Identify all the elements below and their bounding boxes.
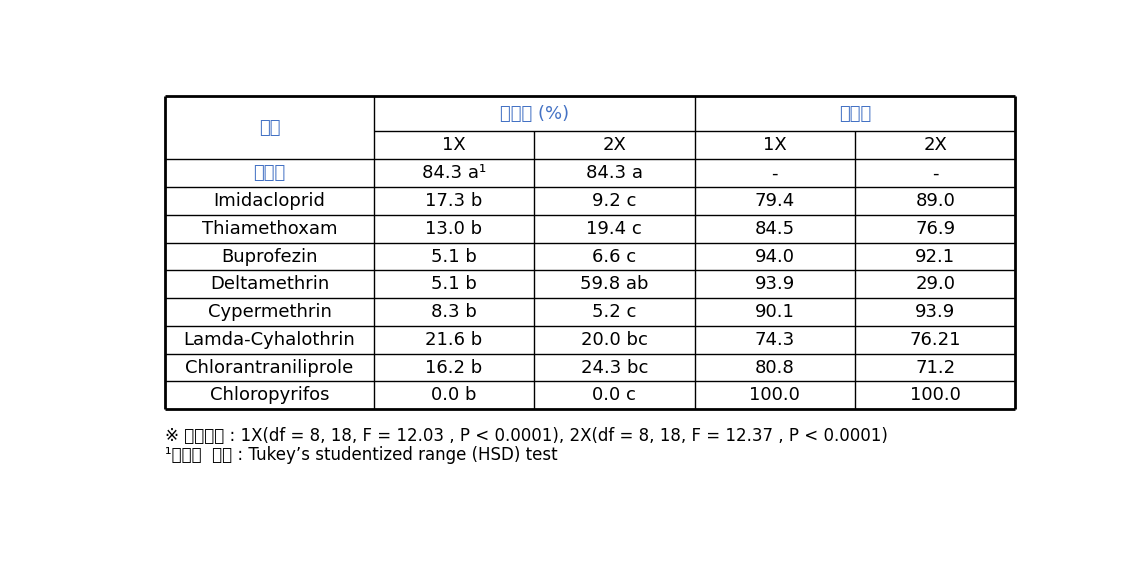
Text: 79.4: 79.4 xyxy=(755,192,795,210)
Text: 체리: 체리 xyxy=(259,119,281,137)
Text: 17.3 b: 17.3 b xyxy=(425,192,482,210)
Text: 59.8 ab: 59.8 ab xyxy=(580,275,649,293)
Text: 0.0 b: 0.0 b xyxy=(431,386,477,404)
Text: 76.21: 76.21 xyxy=(910,331,961,349)
Text: 대조구: 대조구 xyxy=(253,164,285,182)
Text: 1X: 1X xyxy=(442,136,465,154)
Text: 94.0: 94.0 xyxy=(755,248,795,266)
Text: -: - xyxy=(771,164,778,182)
Text: 89.0: 89.0 xyxy=(916,192,955,210)
Text: 방제가: 방제가 xyxy=(839,105,871,123)
Text: 21.6 b: 21.6 b xyxy=(425,331,482,349)
Text: 16.2 b: 16.2 b xyxy=(425,359,482,377)
Text: Deltamethrin: Deltamethrin xyxy=(210,275,329,293)
Text: Cypermethrin: Cypermethrin xyxy=(207,303,331,321)
Text: 80.8: 80.8 xyxy=(755,359,794,377)
Text: Buprofezin: Buprofezin xyxy=(221,248,317,266)
Text: ¹평균간  비교 : Tukey’s studentized range (HSD) test: ¹평균간 비교 : Tukey’s studentized range (HSD… xyxy=(165,446,558,464)
Text: 84.3 a¹: 84.3 a¹ xyxy=(422,164,486,182)
Text: 100.0: 100.0 xyxy=(910,386,960,404)
Text: 5.2 c: 5.2 c xyxy=(592,303,636,321)
Text: 5.1 b: 5.1 b xyxy=(431,275,477,293)
Text: 29.0: 29.0 xyxy=(916,275,956,293)
Text: 100.0: 100.0 xyxy=(749,386,800,404)
Text: Thiamethoxam: Thiamethoxam xyxy=(202,220,337,238)
Text: 84.3 a: 84.3 a xyxy=(586,164,643,182)
Text: 0.0 c: 0.0 c xyxy=(592,386,636,404)
Text: 90.1: 90.1 xyxy=(755,303,794,321)
Text: ※ 통계처리 : 1X(df = 8, 18, F = 12.03 , P < 0.0001), 2X(df = 8, 18, F = 12.37 , P < : ※ 통계처리 : 1X(df = 8, 18, F = 12.03 , P < … xyxy=(165,427,888,445)
Text: 13.0 b: 13.0 b xyxy=(425,220,482,238)
Text: 2X: 2X xyxy=(603,136,626,154)
Text: 용화율 (%): 용화율 (%) xyxy=(500,105,568,123)
Text: Chlorantraniliprole: Chlorantraniliprole xyxy=(186,359,354,377)
Text: 1X: 1X xyxy=(763,136,786,154)
Text: 92.1: 92.1 xyxy=(916,248,956,266)
Text: 74.3: 74.3 xyxy=(755,331,795,349)
Text: 5.1 b: 5.1 b xyxy=(431,248,477,266)
Text: 76.9: 76.9 xyxy=(916,220,956,238)
Text: 93.9: 93.9 xyxy=(915,303,956,321)
Text: 84.5: 84.5 xyxy=(755,220,795,238)
Text: 19.4 c: 19.4 c xyxy=(587,220,642,238)
Text: 9.2 c: 9.2 c xyxy=(592,192,636,210)
Text: -: - xyxy=(932,164,939,182)
Text: 8.3 b: 8.3 b xyxy=(431,303,477,321)
Text: Imidacloprid: Imidacloprid xyxy=(213,192,325,210)
Text: 6.6 c: 6.6 c xyxy=(592,248,636,266)
Text: 2X: 2X xyxy=(924,136,947,154)
Text: Chloropyrifos: Chloropyrifos xyxy=(210,386,329,404)
Text: 71.2: 71.2 xyxy=(916,359,956,377)
Text: 20.0 bc: 20.0 bc xyxy=(581,331,647,349)
Text: 24.3 bc: 24.3 bc xyxy=(581,359,647,377)
Text: 93.9: 93.9 xyxy=(755,275,795,293)
Text: Lamda-Cyhalothrin: Lamda-Cyhalothrin xyxy=(183,331,355,349)
